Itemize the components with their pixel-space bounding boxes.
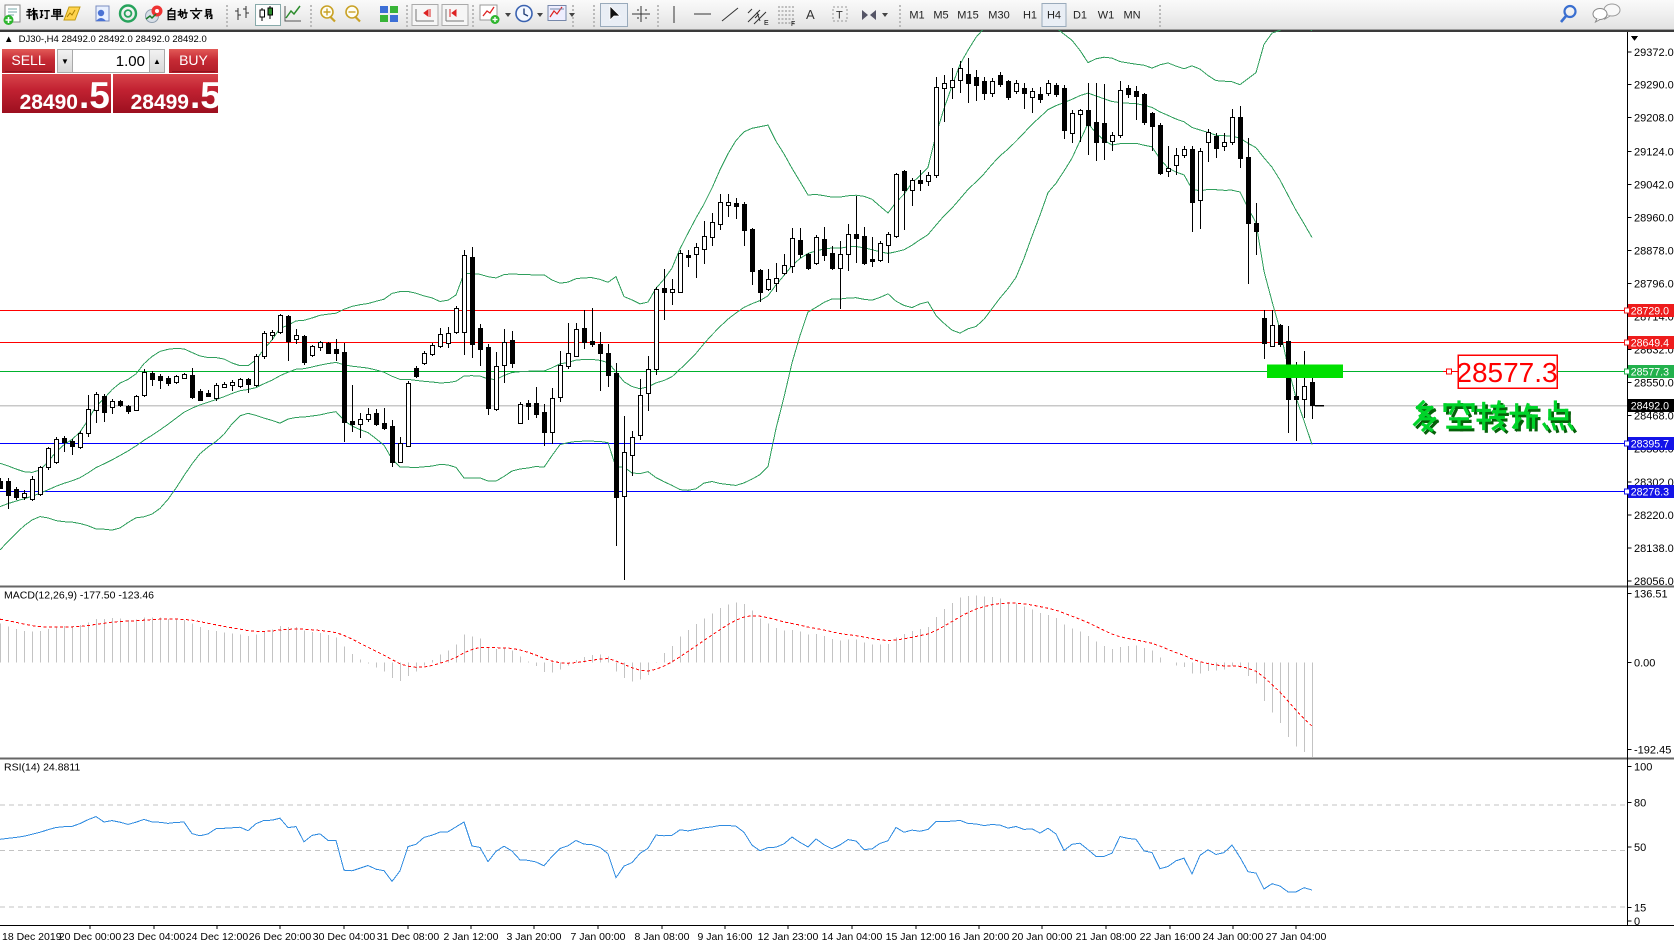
svg-text:30 Dec 04:00: 30 Dec 04:00 <box>313 931 376 943</box>
svg-text:18 Dec 2019: 18 Dec 2019 <box>2 931 62 943</box>
svg-text:28796.0: 28796.0 <box>1634 278 1674 290</box>
svg-text:29208.0: 29208.0 <box>1634 113 1674 125</box>
svg-text:3 Jan 20:00: 3 Jan 20:00 <box>507 931 562 943</box>
svg-text:M15: M15 <box>957 10 978 22</box>
svg-text:-192.45: -192.45 <box>1634 745 1671 757</box>
svg-text:28276.3: 28276.3 <box>1631 487 1669 499</box>
svg-text:29372.0: 29372.0 <box>1634 47 1674 59</box>
svg-text:F: F <box>791 21 795 28</box>
svg-text:A: A <box>806 7 815 22</box>
svg-text:28577.3: 28577.3 <box>1631 366 1669 378</box>
svg-text:100: 100 <box>1634 761 1652 773</box>
svg-text:26 Dec 20:00: 26 Dec 20:00 <box>249 931 312 943</box>
svg-text:23 Dec 04:00: 23 Dec 04:00 <box>123 931 186 943</box>
svg-text:0.00: 0.00 <box>1634 657 1655 669</box>
svg-text:W1: W1 <box>1098 10 1115 22</box>
svg-text:20 Jan 00:00: 20 Jan 00:00 <box>1012 931 1073 943</box>
svg-text:14 Jan 04:00: 14 Jan 04:00 <box>822 931 883 943</box>
svg-text:29290.0: 29290.0 <box>1634 80 1674 92</box>
svg-text:15 Jan 12:00: 15 Jan 12:00 <box>886 931 947 943</box>
svg-text:24 Dec 12:00: 24 Dec 12:00 <box>186 931 249 943</box>
svg-text:28056.0: 28056.0 <box>1634 576 1674 588</box>
svg-text:28550.0: 28550.0 <box>1634 377 1674 389</box>
svg-text:16 Jan 20:00: 16 Jan 20:00 <box>949 931 1010 943</box>
svg-text:28492.0: 28492.0 <box>1631 401 1669 413</box>
svg-text:0: 0 <box>1634 916 1640 928</box>
svg-text:M30: M30 <box>988 10 1009 22</box>
svg-text:28395.7: 28395.7 <box>1631 439 1669 451</box>
svg-text:28138.0: 28138.0 <box>1634 543 1674 555</box>
svg-text:MACD(12,26,9) -177.50 -123.46: MACD(12,26,9) -177.50 -123.46 <box>4 590 154 602</box>
svg-text:15: 15 <box>1634 902 1646 914</box>
svg-text:E: E <box>764 20 769 27</box>
svg-text:T: T <box>836 10 843 22</box>
svg-text:H1: H1 <box>1023 10 1037 22</box>
svg-text:RSI(14) 24.8811: RSI(14) 24.8811 <box>4 762 80 774</box>
svg-text:21 Jan 08:00: 21 Jan 08:00 <box>1076 931 1137 943</box>
svg-text:24 Jan 00:00: 24 Jan 00:00 <box>1203 931 1264 943</box>
svg-text:20 Dec 00:00: 20 Dec 00:00 <box>59 931 122 943</box>
svg-text:29124.0: 29124.0 <box>1634 147 1674 159</box>
svg-text:M5: M5 <box>933 10 948 22</box>
svg-text:D1: D1 <box>1073 10 1087 22</box>
svg-text:MN: MN <box>1123 10 1140 22</box>
svg-text:M1: M1 <box>909 10 924 22</box>
svg-text:9 Jan 16:00: 9 Jan 16:00 <box>698 931 753 943</box>
svg-text:7 Jan 00:00: 7 Jan 00:00 <box>571 931 626 943</box>
svg-text:12 Jan 23:00: 12 Jan 23:00 <box>758 931 819 943</box>
svg-text:8 Jan 08:00: 8 Jan 08:00 <box>635 931 690 943</box>
svg-text:29042.0: 29042.0 <box>1634 180 1674 192</box>
svg-text:80: 80 <box>1634 797 1646 809</box>
svg-text:31 Dec 08:00: 31 Dec 08:00 <box>377 931 440 943</box>
svg-text:H4: H4 <box>1047 10 1061 22</box>
svg-text:136.51: 136.51 <box>1634 589 1668 601</box>
svg-text:28960.0: 28960.0 <box>1634 213 1674 225</box>
svg-text:28468.0: 28468.0 <box>1634 410 1674 422</box>
svg-text:▲ DJ30-,H4 28492.0 28492.0 2: ▲ DJ30-,H4 28492.0 28492.0 28492.0 28492… <box>4 34 207 45</box>
svg-text:22 Jan 16:00: 22 Jan 16:00 <box>1140 931 1201 943</box>
svg-text:2 Jan 12:00: 2 Jan 12:00 <box>444 931 499 943</box>
svg-text:27 Jan 04:00: 27 Jan 04:00 <box>1266 931 1327 943</box>
svg-text:28649.4: 28649.4 <box>1631 337 1669 349</box>
svg-text:50: 50 <box>1634 842 1646 854</box>
svg-text:28220.0: 28220.0 <box>1634 510 1674 522</box>
svg-text:28577.3: 28577.3 <box>1456 357 1557 388</box>
svg-text:28878.0: 28878.0 <box>1634 245 1674 257</box>
svg-text:28729.0: 28729.0 <box>1631 305 1669 317</box>
